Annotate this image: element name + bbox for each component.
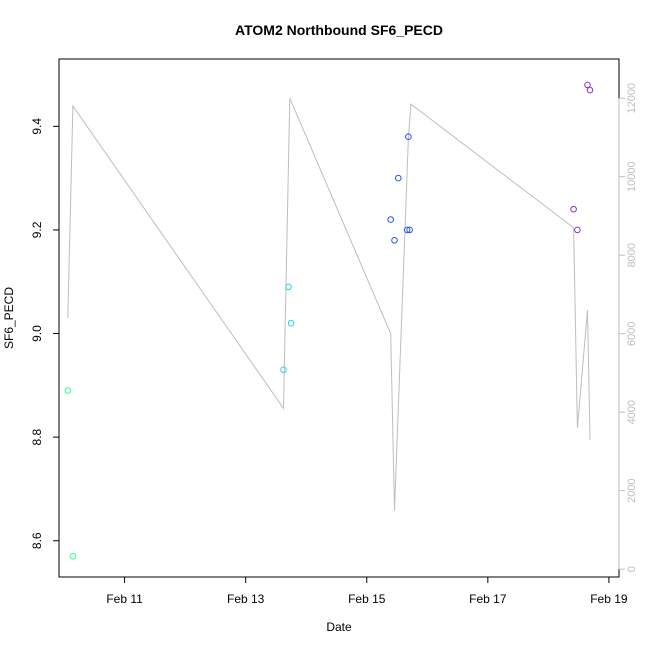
- y-left-tick-label: 8.6: [30, 532, 44, 549]
- data-point: [403, 226, 411, 234]
- y-right-tick-label: 4000: [626, 400, 638, 424]
- y-left-tick-label: 8.8: [30, 428, 44, 445]
- data-point: [391, 237, 398, 244]
- y-right-tick-label: 8000: [626, 243, 638, 267]
- data-point: [287, 319, 295, 327]
- y-right-tick-label: 12000: [626, 83, 638, 114]
- data-point: [69, 553, 77, 560]
- y-right-tick-label: 0: [626, 566, 638, 572]
- data-point: [570, 205, 577, 213]
- x-tick-label: Feb 13: [227, 592, 265, 606]
- x-tick-label: Feb 11: [106, 592, 143, 606]
- x-axis-label: Date: [326, 620, 352, 634]
- y-right-tick-label: 10000: [626, 161, 638, 192]
- data-point: [285, 283, 292, 291]
- primary-series-layer: [64, 81, 594, 560]
- x-tick-label: Feb 15: [348, 592, 386, 606]
- plot-frame: [58, 58, 620, 578]
- data-point: [387, 216, 395, 223]
- y-right-tick-label: 6000: [626, 321, 638, 345]
- x-axis: Feb 11 Feb 13 Feb 15 Feb 17 Feb 19: [106, 577, 628, 606]
- chart-title: ATOM2 Northbound SF6_PECD: [235, 22, 443, 38]
- y-axis-left: 8.6 8.8 9.0 9.2 9.4: [30, 118, 59, 549]
- y-right-tick-label: 2000: [626, 478, 638, 502]
- data-point: [586, 86, 594, 94]
- y-left-tick-label: 9.2: [30, 221, 44, 238]
- data-point: [574, 226, 581, 234]
- secondary-series-layer: [67, 98, 591, 511]
- x-tick-label: Feb 19: [590, 592, 628, 606]
- data-point: [406, 226, 413, 234]
- data-point: [584, 81, 591, 89]
- data-point: [280, 366, 287, 374]
- data-point: [64, 387, 72, 394]
- y-left-tick-label: 9.4: [30, 118, 44, 135]
- data-point: [405, 133, 412, 140]
- y-axis-label: SF6_PECD: [2, 287, 16, 349]
- data-point: [395, 174, 402, 182]
- y-axis-right: 0 2000 4000 6000 8000 10000 12000: [618, 83, 638, 572]
- x-tick-label: Feb 17: [469, 592, 507, 606]
- series-line: [67, 98, 591, 511]
- y-left-tick-label: 9.0: [30, 325, 44, 342]
